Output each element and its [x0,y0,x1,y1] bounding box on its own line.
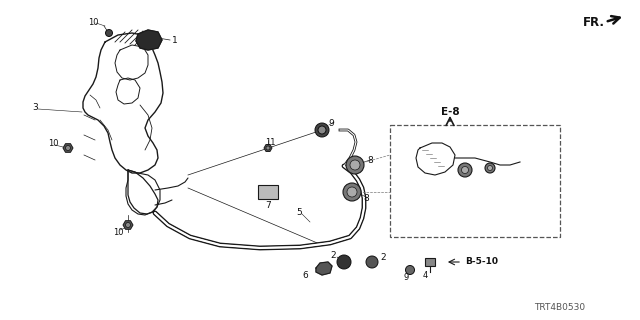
Bar [425,258,435,266]
Circle shape [461,166,468,173]
Text: 9: 9 [328,118,333,127]
Text: 11: 11 [265,138,275,147]
Circle shape [350,160,360,170]
Text: 8: 8 [367,156,372,164]
Text: 10: 10 [88,18,99,27]
Text: 6: 6 [302,271,308,281]
Text: 8: 8 [363,194,369,203]
Circle shape [65,146,70,150]
Polygon shape [264,145,272,151]
Text: B-5-10: B-5-10 [465,258,498,267]
Text: 2: 2 [380,253,386,262]
Circle shape [406,266,415,275]
Text: E-8: E-8 [441,107,460,117]
Circle shape [347,187,357,197]
Circle shape [337,255,351,269]
Text: 10: 10 [48,139,58,148]
Text: TRT4B0530: TRT4B0530 [534,303,586,313]
Bar [258,185,278,199]
Text: FR.: FR. [583,15,605,28]
Circle shape [485,163,495,173]
Text: 5: 5 [296,207,301,217]
Text: 10: 10 [113,228,124,236]
Circle shape [343,183,361,201]
Circle shape [266,146,270,150]
Circle shape [366,256,378,268]
Polygon shape [316,262,332,275]
Polygon shape [63,144,73,152]
Text: 1: 1 [172,36,178,44]
Text: 7: 7 [265,201,271,210]
Text: 4: 4 [422,271,428,281]
Polygon shape [136,30,162,50]
Circle shape [106,29,113,36]
Circle shape [125,222,131,228]
Circle shape [458,163,472,177]
Circle shape [315,123,329,137]
Polygon shape [123,221,133,229]
Text: 9: 9 [403,274,408,283]
Text: 3: 3 [32,102,38,111]
Text: 2: 2 [330,251,336,260]
Circle shape [318,126,326,134]
Circle shape [346,156,364,174]
Bar [390,125,560,237]
Circle shape [488,165,493,171]
